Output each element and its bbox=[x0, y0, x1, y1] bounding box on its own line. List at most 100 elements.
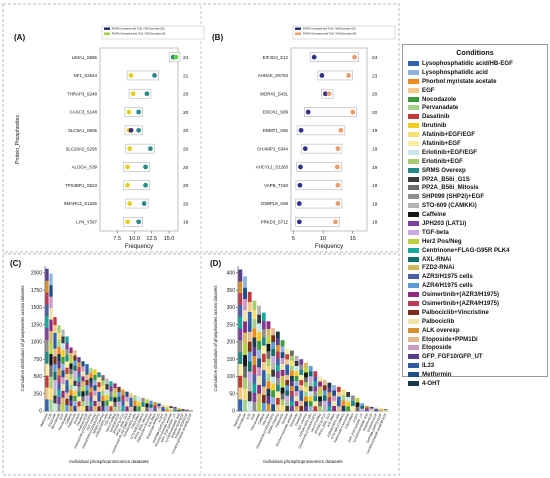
bar-segment bbox=[45, 375, 49, 388]
bar-segment bbox=[81, 391, 85, 397]
bar-segment bbox=[61, 404, 65, 412]
legend-label: FZD2-RNAi bbox=[422, 264, 455, 272]
bar-segment bbox=[93, 369, 97, 375]
bar bbox=[383, 409, 388, 412]
bar-segment bbox=[81, 386, 85, 392]
dot-legend-swatch bbox=[295, 32, 301, 35]
y-axis-label: Cumulative distribution of phosphosites … bbox=[213, 285, 218, 391]
bar-segment bbox=[105, 405, 109, 412]
bar-segment bbox=[280, 369, 285, 376]
category-label: NF1_S2543 bbox=[74, 73, 98, 78]
category-label: Dasatinib bbox=[294, 413, 303, 427]
category-label: Afatinib+EGF bbox=[362, 413, 374, 432]
x-tick-label: 15 bbox=[350, 236, 356, 242]
bar-segment bbox=[49, 376, 53, 389]
bar-segment bbox=[69, 395, 73, 401]
bar-segment bbox=[65, 367, 69, 374]
legend-item: Afatinib+EGF bbox=[408, 139, 546, 148]
bar-segment bbox=[65, 361, 69, 368]
bar-segment bbox=[69, 347, 73, 353]
data-point bbox=[136, 127, 142, 133]
bar-segment bbox=[85, 390, 89, 396]
bar-segment bbox=[261, 370, 266, 379]
bar-segment bbox=[77, 396, 81, 402]
bar-segment bbox=[275, 391, 280, 398]
bar bbox=[304, 362, 308, 412]
bar-segment bbox=[275, 371, 280, 379]
category-label: Afatinib+EGF bbox=[77, 413, 89, 432]
bar-segment bbox=[129, 406, 133, 412]
bar-segment bbox=[97, 401, 101, 407]
bar-segment bbox=[257, 358, 262, 368]
data-point bbox=[125, 182, 131, 188]
bar bbox=[69, 347, 73, 412]
bar-segment bbox=[383, 410, 388, 412]
bar-segment bbox=[280, 381, 285, 388]
bar-segment bbox=[271, 397, 276, 405]
bar-segment bbox=[73, 405, 77, 412]
category-label: Dasatinib bbox=[76, 413, 85, 427]
bar-segment bbox=[101, 375, 105, 381]
bar bbox=[153, 402, 157, 412]
bar-segment bbox=[327, 396, 332, 402]
bar-segment bbox=[243, 321, 247, 333]
bar-segment bbox=[49, 388, 53, 400]
top-panels-frame bbox=[2, 3, 400, 253]
bar-segment bbox=[57, 368, 61, 376]
category-label: Etoposide bbox=[289, 413, 299, 428]
bar-segment bbox=[81, 381, 85, 387]
bar-segment bbox=[65, 386, 69, 393]
category-label: CHAMP1_S344 bbox=[257, 146, 289, 151]
bar-segment bbox=[266, 373, 271, 382]
bar-segment bbox=[275, 384, 280, 392]
bar-segment bbox=[145, 403, 149, 408]
bar-segment bbox=[280, 405, 285, 412]
bar-segment bbox=[299, 374, 304, 381]
category-label: EGF bbox=[250, 413, 256, 421]
bar-segment bbox=[374, 408, 379, 411]
bar-segment bbox=[81, 366, 85, 372]
bar-segment bbox=[73, 390, 77, 397]
bar-segment bbox=[49, 307, 53, 320]
category-label: ALOGA_S39 bbox=[72, 165, 98, 170]
bar-segment bbox=[247, 331, 252, 342]
bar-segment bbox=[89, 377, 93, 383]
category-label: LIMA1_S686 bbox=[72, 55, 98, 60]
bar-segment bbox=[49, 399, 53, 412]
bar bbox=[101, 375, 105, 412]
bar bbox=[145, 399, 149, 412]
count-label: 20 bbox=[183, 110, 189, 116]
bar bbox=[318, 376, 322, 412]
bar-segment bbox=[308, 381, 313, 387]
bar bbox=[181, 408, 185, 412]
bar-segment bbox=[85, 400, 89, 406]
bar-segment bbox=[57, 332, 61, 340]
bar-segment bbox=[49, 273, 53, 286]
bar-segment bbox=[238, 363, 243, 376]
bar-segment bbox=[271, 341, 276, 350]
y-tick-label: 2000 bbox=[31, 271, 42, 277]
data-point bbox=[350, 109, 356, 115]
bar-segment bbox=[153, 402, 157, 406]
bar-segment bbox=[101, 395, 105, 401]
count-label: 20 bbox=[183, 146, 189, 152]
bar-segment bbox=[145, 407, 149, 412]
bar-segment bbox=[105, 400, 109, 406]
bar-segment bbox=[308, 371, 313, 377]
bar-segment bbox=[97, 372, 101, 378]
bar-segment bbox=[261, 361, 266, 371]
bar bbox=[355, 397, 360, 412]
row-range-box bbox=[125, 143, 155, 154]
legend-item: Etoposide bbox=[408, 344, 546, 353]
data-point bbox=[125, 219, 131, 225]
bar-segment bbox=[243, 276, 247, 288]
bar-segment bbox=[257, 384, 262, 394]
bar-segment bbox=[261, 345, 266, 354]
legend-swatch bbox=[408, 149, 419, 155]
bar-segment bbox=[289, 390, 294, 397]
bar-segment bbox=[383, 409, 388, 411]
bar-segment bbox=[350, 400, 355, 407]
bar-segment bbox=[77, 362, 81, 368]
bar-segment bbox=[341, 394, 346, 401]
bar-segment bbox=[257, 393, 262, 403]
